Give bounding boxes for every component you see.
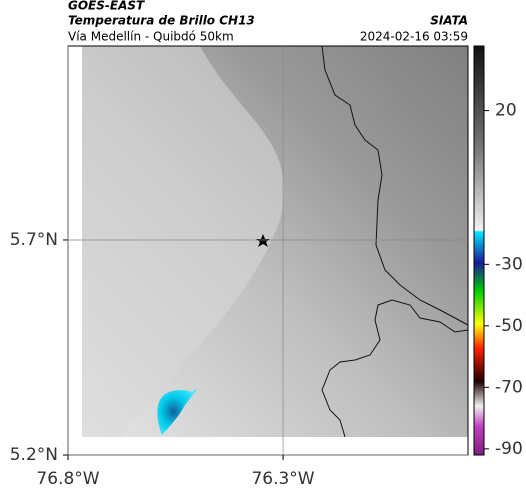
- source: GOES-EAST: [68, 0, 145, 13]
- border: [321, 45, 469, 326]
- subtitle: Vía Medellín - Quibdó 50km: [68, 30, 234, 44]
- lat-tick-label: 5.7°N: [10, 230, 58, 250]
- map: [67, 45, 469, 456]
- cold-cloud: [157, 388, 198, 435]
- colorbar-tick-label: -90: [495, 439, 523, 459]
- border: [321, 299, 469, 438]
- title: Temperatura de Brillo CH13: [68, 14, 255, 28]
- datetime: 2024-02-16 03:59: [360, 30, 468, 44]
- lon-tick-label: 76.8°W: [36, 469, 99, 489]
- location-marker: [256, 234, 270, 247]
- colorbar-tick-label: -30: [495, 254, 523, 274]
- colorbar-tick-label: -50: [495, 316, 523, 336]
- colorbar-tick-label: 20: [495, 101, 517, 121]
- colorbar-tick-label: -70: [495, 377, 523, 397]
- colorbar: [473, 45, 485, 456]
- cloud-field: [82, 46, 284, 437]
- lon-tick-label: 76.3°W: [251, 469, 314, 489]
- agency: SIATA: [430, 14, 468, 28]
- lat-tick-label: 5.2°N: [10, 445, 58, 465]
